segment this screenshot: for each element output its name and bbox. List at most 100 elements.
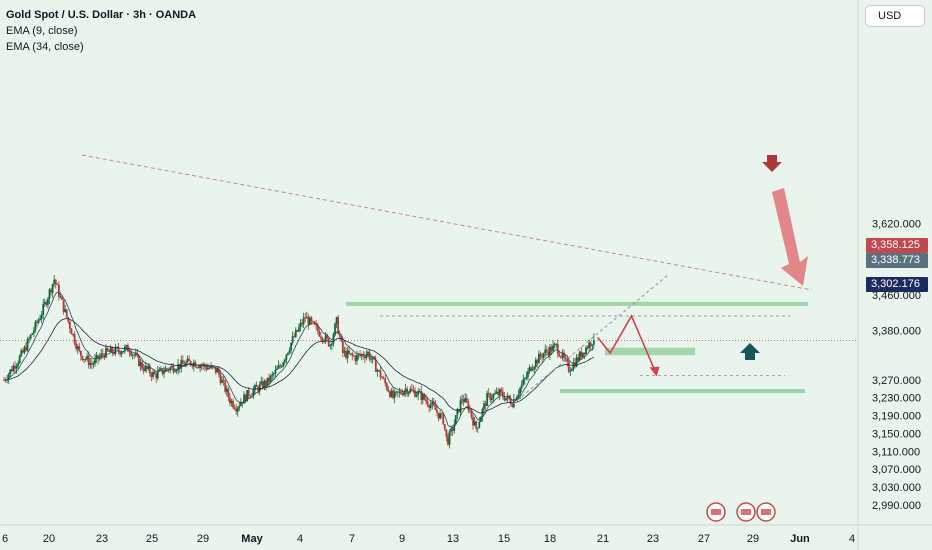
candle-body [439,413,442,419]
candle-body [519,388,522,395]
candle-body [56,284,59,286]
candle-body [454,415,457,425]
candle-body [475,421,478,429]
candle-body [105,347,107,358]
candle-body [263,381,266,389]
candle-body [445,429,448,437]
candle-body [268,377,271,382]
candle-body [155,374,158,379]
legend-ema9[interactable]: EMA (9, close) [6,25,78,37]
candle-body [229,397,231,404]
candle-body [531,369,534,371]
candle-body [527,371,529,377]
y-tick-label: 3,620.000 [872,218,921,230]
candle-body [542,353,545,358]
candle-body [545,349,548,352]
candle-body [62,299,65,312]
projection-path [596,314,658,375]
x-tick-label: 23 [647,533,659,545]
candle-body [483,403,485,410]
candle-body [588,342,591,349]
candle-body [528,367,531,372]
candle-body [250,395,253,397]
candle-body [456,409,459,416]
candle-body [399,391,402,394]
candle-body [70,328,73,335]
candle-body [558,353,561,357]
candle-body [145,365,148,369]
legend-ema34[interactable]: EMA (34, close) [6,41,84,53]
candle-body [495,391,498,394]
candle-body [321,337,324,341]
candle-body [490,398,493,401]
candle-body [428,405,431,408]
candle-body [489,393,492,401]
candle-body [398,391,401,393]
candle-body [392,390,394,398]
candle-body [367,351,369,355]
candle-body [120,352,123,355]
candle-body [26,339,29,351]
candle-body [23,347,26,353]
candle-body [81,355,84,360]
candle-body [464,398,467,403]
candle-body [575,357,578,367]
candle-body [541,356,543,358]
candle-body [395,391,398,393]
candle-body [128,351,131,353]
x-tick-label: 29 [747,533,759,545]
candle-body [31,333,34,335]
candle-body [189,361,192,365]
candle-body [462,399,465,403]
candle-body [478,421,481,428]
candle-body [10,369,13,372]
candle-body [150,373,153,377]
candle-body [530,367,532,371]
currency-button[interactable]: USD [865,5,925,27]
candle-body [58,284,60,297]
candle-body [65,309,68,318]
candle-body [21,350,24,353]
candle-body [357,354,360,356]
candle-body [159,368,162,370]
candle-body [277,365,280,369]
candle-body [39,318,41,321]
candle-body [381,377,383,379]
candle-body [125,345,128,348]
candle-body [265,381,267,386]
candle-body [494,393,496,395]
candle-body [536,359,539,364]
candle-body [301,322,303,325]
candle-body [106,347,109,351]
candle-body [561,352,564,358]
candle-body [511,404,514,407]
candle-body [440,413,443,415]
flag-icon [741,509,751,515]
candle-body [15,365,18,369]
candle-body [53,279,56,285]
legend-symbol-title[interactable]: Gold Spot / U.S. Dollar · 3h · OANDA [6,9,197,21]
candle-body [423,394,426,400]
chart-legend: Gold Spot / U.S. Dollar · 3h · OANDA EMA… [6,7,196,55]
candle-body [144,365,147,371]
candle-body [415,395,418,397]
candle-body [434,405,437,411]
candle-body [43,302,46,305]
candle-body [365,354,368,359]
candle-body [578,351,581,361]
candle-body [148,366,151,374]
candle-body [17,362,20,366]
candle-body [379,370,382,378]
candle-body [36,321,38,323]
candle-body [556,343,559,354]
candle-body [486,393,489,406]
candle-body [522,379,525,385]
candle-body [343,351,346,353]
candle-body [378,370,380,371]
candle-body [318,330,321,337]
candle-body [28,338,30,340]
candle-body [302,317,305,325]
candle-body [208,367,211,369]
candle-body [553,344,556,346]
